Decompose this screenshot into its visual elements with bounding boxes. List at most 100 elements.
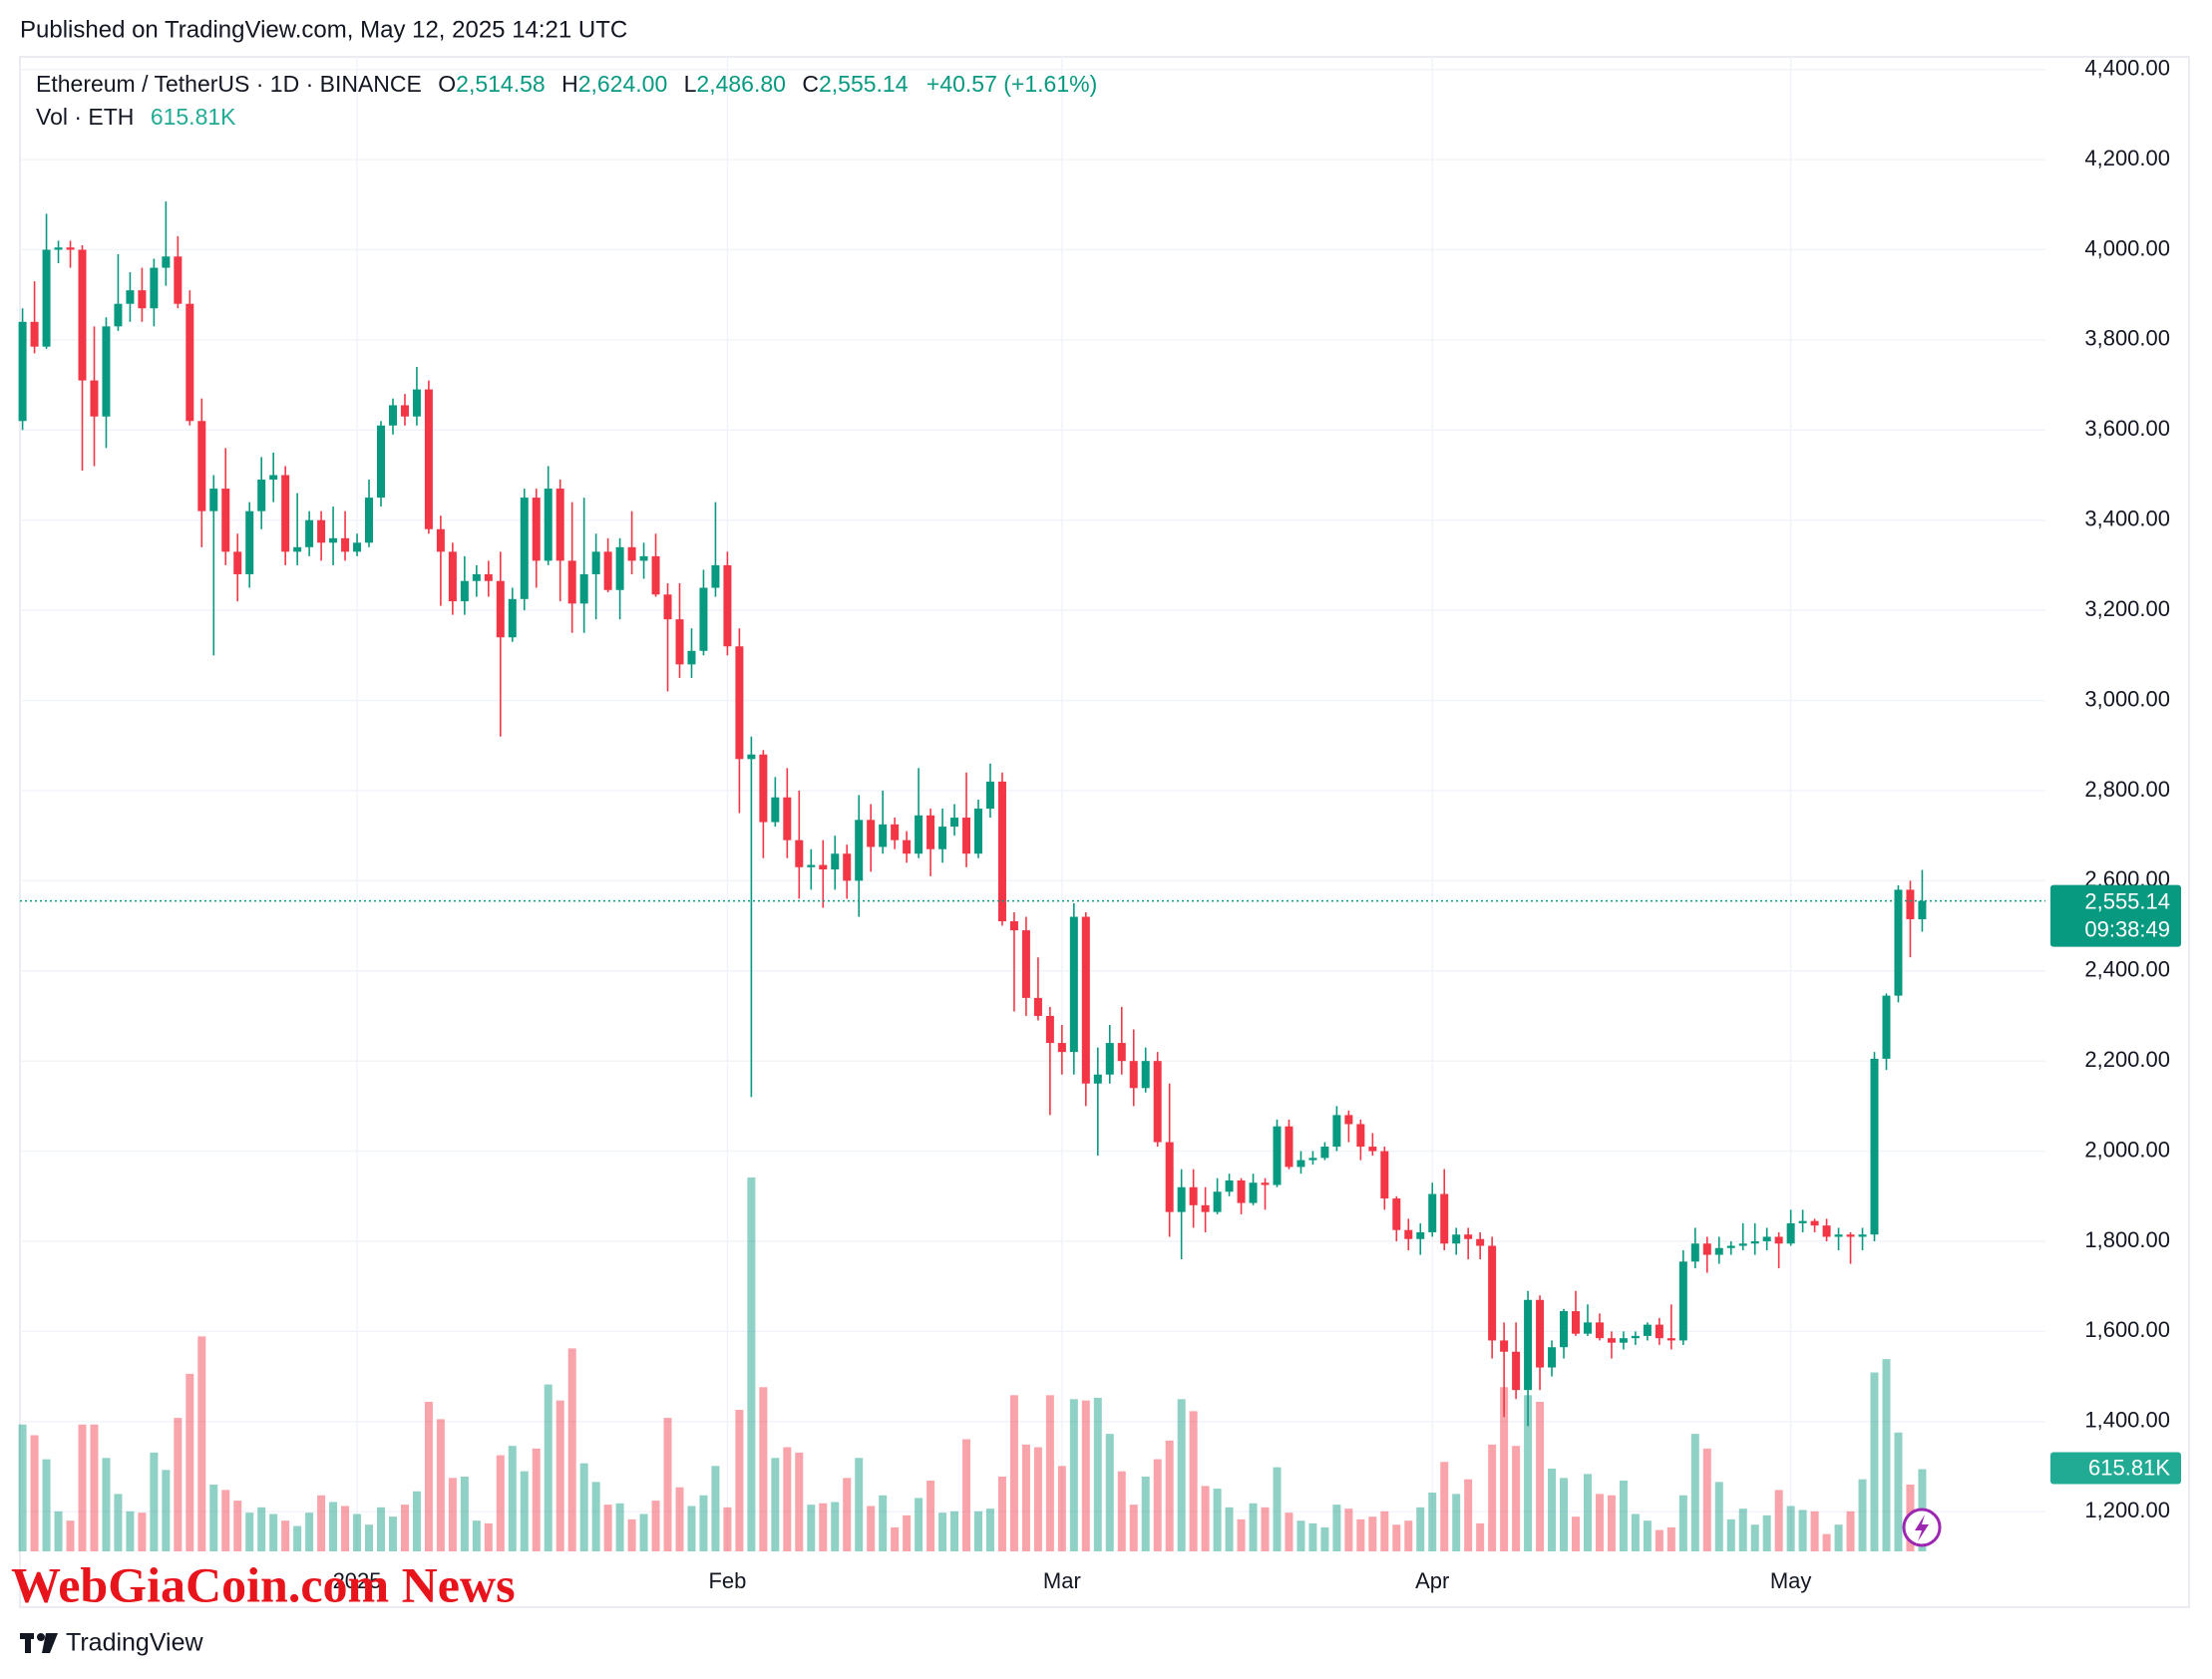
candle-body (341, 537, 350, 552)
y-tick-label: 4,000.00 (2084, 235, 2170, 260)
volume-bar (615, 1503, 624, 1551)
volume-bar (1595, 1494, 1604, 1551)
candle-body (974, 809, 982, 854)
candle-body (831, 853, 840, 870)
volume-bar (233, 1501, 242, 1551)
candle-body (138, 290, 147, 309)
candle-body (1117, 1043, 1126, 1062)
symbol: Ethereum / TetherUS · 1D · BINANCE (36, 71, 422, 97)
volume-bar (1249, 1503, 1258, 1551)
volume-bar (1846, 1511, 1855, 1551)
volume-bar (1320, 1526, 1329, 1551)
volume-bar (1882, 1359, 1891, 1551)
volume-bar (1583, 1474, 1592, 1551)
volume-legend: Vol · ETH 615.81K (36, 104, 236, 130)
candle-body (1738, 1243, 1747, 1246)
brand-name: TradingView (66, 1629, 204, 1657)
y-tick-label: 1,600.00 (2084, 1317, 2170, 1342)
volume-bar (269, 1513, 278, 1551)
candle-body (663, 594, 672, 620)
volume-bar (675, 1487, 684, 1551)
candle-body (699, 587, 708, 651)
candle-body (1452, 1234, 1461, 1244)
published-header: Published on TradingView.com, May 12, 20… (20, 16, 627, 43)
candle-body (1057, 1043, 1066, 1053)
volume-bar (1285, 1512, 1293, 1551)
candle-body (496, 580, 505, 638)
volume-bar (699, 1495, 708, 1551)
candle-body (1033, 997, 1042, 1016)
volume-bar (1536, 1402, 1545, 1551)
volume-bar (663, 1418, 672, 1551)
volume-bar (1380, 1511, 1389, 1551)
candle-body (759, 754, 768, 823)
open-value: 2,514.58 (456, 71, 546, 97)
candle-body (317, 519, 326, 543)
candle-body (687, 650, 696, 665)
volume-bar (1009, 1395, 1018, 1551)
candle-body (365, 498, 374, 543)
candle-body (329, 537, 338, 543)
volume-bar (639, 1513, 648, 1551)
candle-body (1870, 1058, 1879, 1235)
candle-body (771, 797, 780, 823)
candle-body (1714, 1247, 1723, 1255)
volume-bar (591, 1482, 600, 1551)
volume-bar (1021, 1444, 1030, 1551)
volume-bar (448, 1478, 457, 1551)
volume-bar (329, 1502, 338, 1551)
candle-body (1368, 1147, 1377, 1152)
candle-body (675, 619, 684, 665)
candle-body (1021, 930, 1030, 998)
candle-body (162, 256, 171, 268)
volume-bar (759, 1387, 768, 1551)
candle-body (1774, 1236, 1783, 1244)
candle-body (651, 555, 660, 595)
close-label: C (802, 71, 819, 97)
volume-bar (1308, 1522, 1317, 1551)
volume-bar (1356, 1518, 1365, 1551)
volume-bar (305, 1512, 314, 1551)
candle-body (1344, 1115, 1353, 1125)
x-tick-label: Mar (1043, 1568, 1081, 1593)
volume-bar (1870, 1372, 1879, 1551)
volume-bar (819, 1503, 828, 1551)
volume-bar (1069, 1399, 1078, 1551)
candle-body (1894, 889, 1903, 996)
candle-body (915, 815, 923, 854)
candle-body (1009, 921, 1018, 931)
candle-body (1189, 1186, 1198, 1205)
candle-body (627, 546, 636, 561)
candle-body (30, 321, 39, 347)
candle-body (783, 797, 792, 840)
candle-body (1093, 1074, 1102, 1084)
volume-bar (783, 1447, 792, 1551)
candle-body (185, 303, 194, 422)
close-value: 2,555.14 (819, 71, 909, 97)
volume-bar (1153, 1459, 1162, 1551)
y-tick-label: 2,400.00 (2084, 957, 2170, 982)
volume-bar (1189, 1411, 1198, 1551)
candle-body (879, 824, 888, 847)
candle-body (723, 564, 732, 647)
volume-bar (1572, 1516, 1580, 1551)
y-tick-label: 1,400.00 (2084, 1408, 2170, 1433)
volume-bar (1678, 1495, 1687, 1551)
candle-body (867, 820, 876, 847)
y-tick-label: 1,800.00 (2084, 1227, 2170, 1252)
candle-body (711, 564, 720, 588)
volume-bar (114, 1494, 123, 1551)
candle-body (1726, 1245, 1735, 1248)
y-tick-label: 2,200.00 (2084, 1047, 2170, 1072)
candle-body (1536, 1299, 1545, 1368)
volume-bar (747, 1177, 756, 1551)
candle-body (174, 256, 183, 304)
candle-body (1702, 1243, 1711, 1255)
candle-body (1655, 1324, 1663, 1339)
volume-bar (436, 1419, 445, 1551)
volume-bar (1786, 1506, 1795, 1551)
x-tick-label: Apr (1415, 1568, 1449, 1593)
volume-bar (42, 1459, 51, 1551)
